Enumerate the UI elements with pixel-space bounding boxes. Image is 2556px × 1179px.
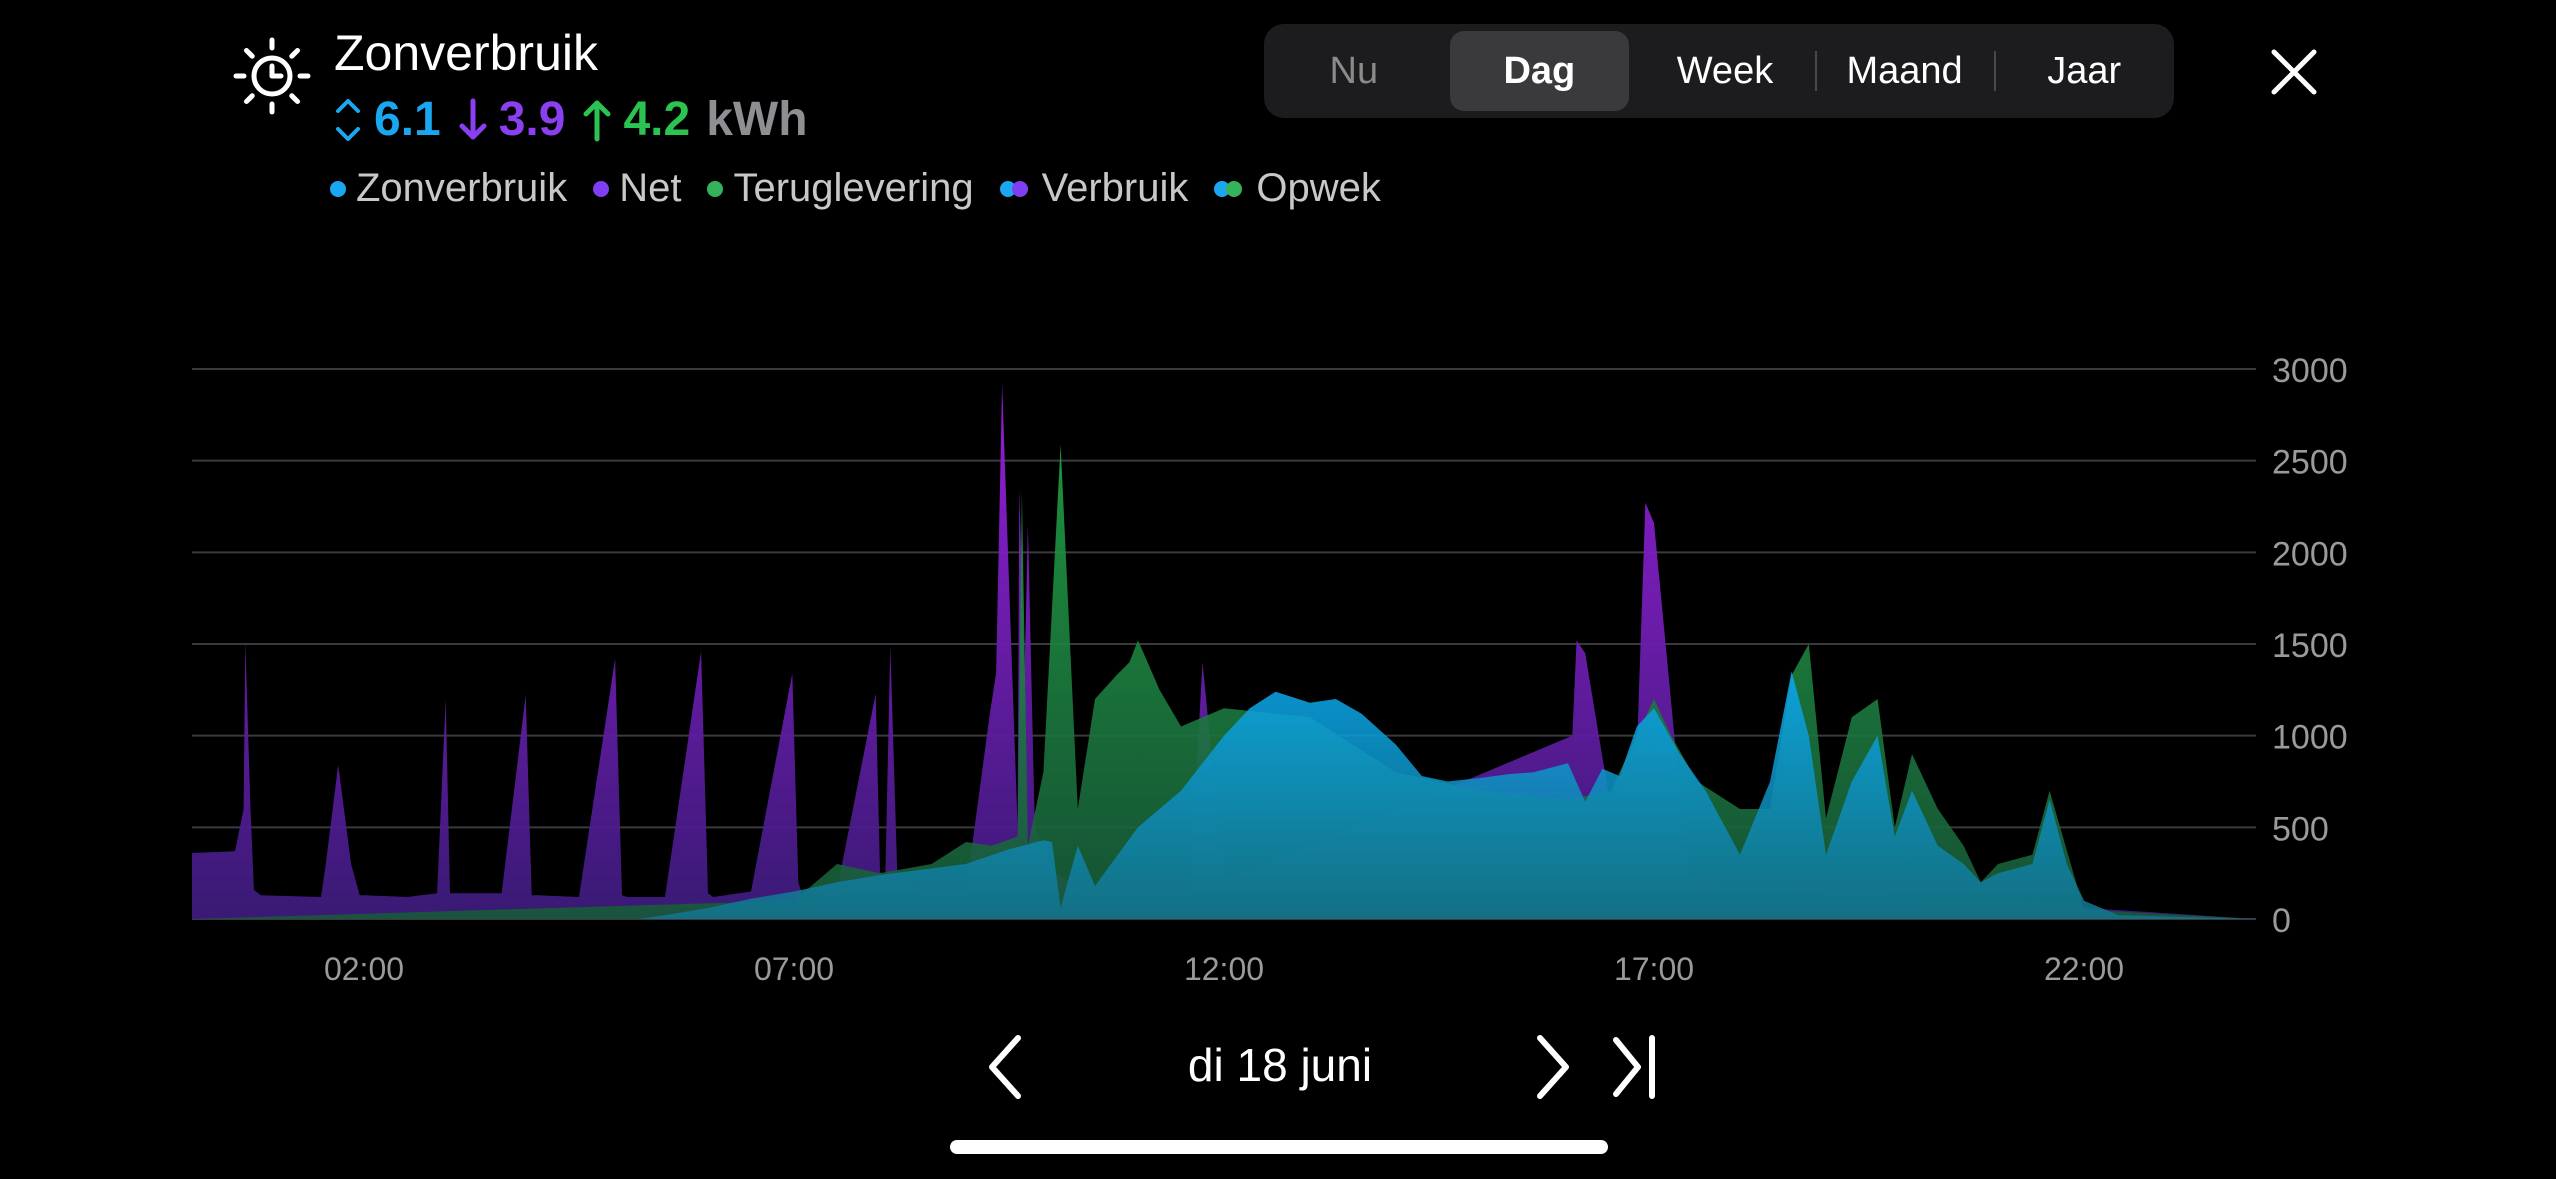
tab-nu[interactable]: Nu (1329, 49, 1379, 92)
y-tick-label-0: 0 (2272, 902, 2291, 940)
jump-to-today-icon[interactable] (1610, 1030, 1660, 1104)
y-tick-label-2500: 2500 (2272, 444, 2348, 482)
legend-item-teruglevering[interactable]: Teruglevering (707, 166, 974, 211)
y-tick-label-3000: 3000 (2272, 352, 2348, 390)
legend-dot (593, 180, 610, 197)
sun-clock-icon (233, 37, 311, 115)
date-label: di 18 juni (1187, 1039, 1373, 1091)
legend-label: Opwek (1256, 166, 1381, 210)
x-tick-label-02:00: 02:00 (324, 951, 404, 987)
updown-arrows-icon (336, 98, 360, 141)
legend-dual-dot (1214, 180, 1246, 197)
legend-item-net[interactable]: Net (593, 166, 681, 211)
tab-maand[interactable]: Maand (1814, 31, 1995, 111)
legend-item-verbruik[interactable]: Verbruik (999, 166, 1189, 211)
legend-label: Zonverbruik (356, 166, 568, 210)
legend-item-zonverbruik[interactable]: Zonverbruik (330, 166, 567, 211)
legend-label: Teruglevering (733, 166, 974, 210)
legend-dot (707, 180, 724, 197)
series-area-zonverbruik (192, 671, 2256, 919)
home-indicator (950, 1140, 1608, 1154)
grid-total-value: 3.9 (498, 93, 566, 146)
legend-label: Verbruik (1041, 166, 1189, 210)
energy-area-chart: 0 500 1000 1500 2000 2500 3000 02:00 07:00 12:00 1… (192, 352, 2348, 987)
period-segmented-control: Nu Dag Week Maand Jaar (1264, 24, 2174, 118)
close-icon[interactable] (2266, 44, 2322, 100)
legend: Zonverbruik Net Teruglevering Verbruik O… (330, 166, 1381, 211)
previous-day-icon[interactable] (984, 1030, 1028, 1104)
x-tick-label-12:00: 12:00 (1184, 951, 1264, 987)
tab-dag[interactable]: Dag (1449, 31, 1630, 111)
page-title: Zonverbruik (334, 25, 598, 81)
return-total-value: 4.2 (623, 93, 691, 146)
legend-dual-dot (999, 180, 1032, 197)
legend-dot (330, 180, 346, 197)
solar-total-value: 6.1 (374, 93, 441, 146)
next-day-icon[interactable] (1530, 1030, 1574, 1104)
arrow-up-icon (583, 100, 611, 141)
x-tick-label-22:00: 22:00 (2044, 951, 2124, 987)
tab-jaar[interactable]: Jaar (1994, 31, 2174, 111)
y-tick-label-500: 500 (2272, 810, 2329, 848)
x-tick-label-07:00: 07:00 (754, 951, 834, 987)
tab-week[interactable]: Week (1676, 49, 1774, 92)
y-tick-label-1000: 1000 (2272, 719, 2348, 757)
legend-label: Net (619, 166, 682, 210)
y-tick-label-2000: 2000 (2272, 535, 2348, 573)
unit-label: kWh (706, 93, 808, 146)
y-tick-label-1500: 1500 (2272, 627, 2348, 665)
arrow-down-icon (459, 98, 487, 139)
x-tick-label-17:00: 17:00 (1614, 951, 1694, 987)
legend-item-opwek[interactable]: Opwek (1214, 166, 1381, 211)
totals-summary: 6.1 3.9 4.2 kWh (332, 92, 808, 147)
